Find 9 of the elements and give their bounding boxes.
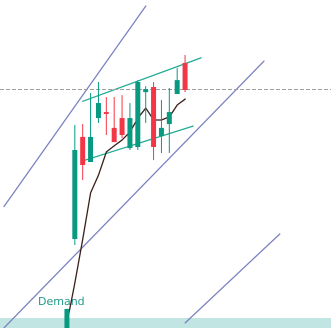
candlestick bbox=[174, 68, 180, 95]
candlestick bbox=[96, 82, 101, 124]
candlestick bbox=[112, 96, 117, 143]
candlestick bbox=[64, 308, 70, 328]
candlestick bbox=[143, 86, 148, 124]
candlestick bbox=[166, 88, 172, 154]
candlestick bbox=[120, 94, 125, 138]
candlestick bbox=[104, 96, 109, 136]
candlestick bbox=[158, 100, 164, 154]
